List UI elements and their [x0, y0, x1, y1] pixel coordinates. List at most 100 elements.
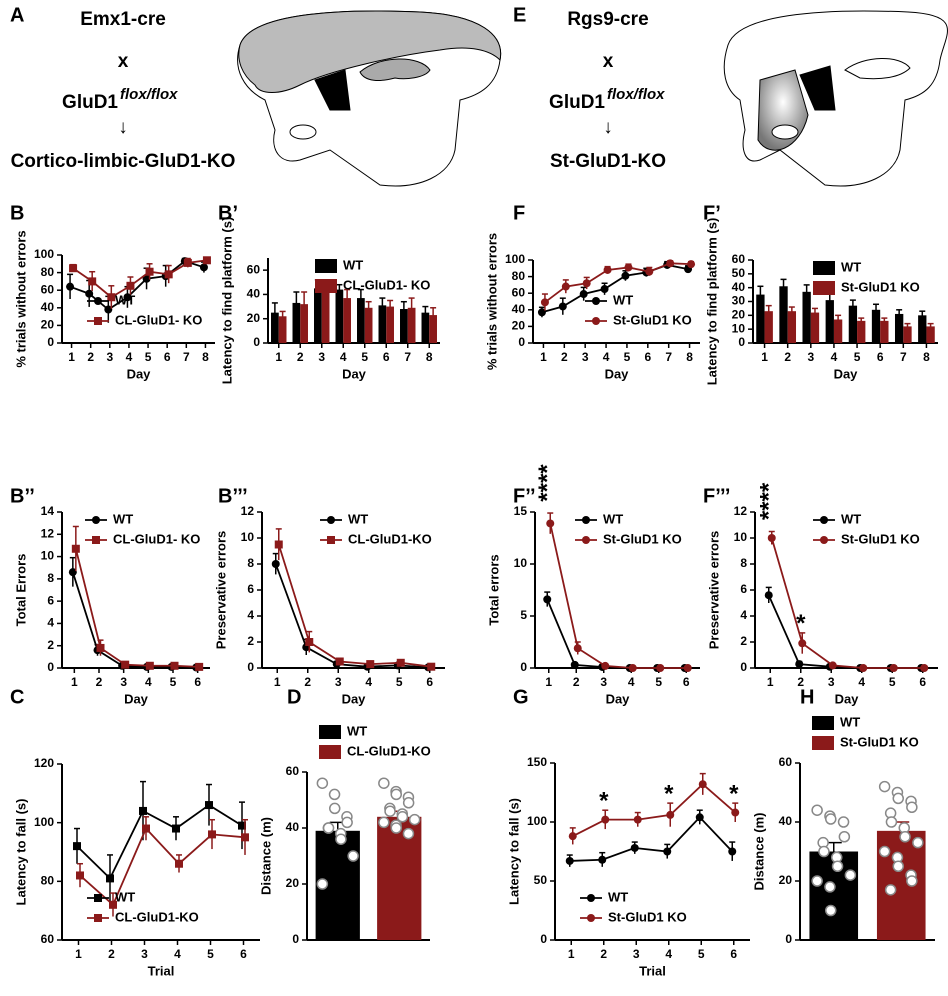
y-tick-label: 60	[779, 755, 793, 769]
marker	[859, 664, 868, 672]
arrow: ↓	[118, 117, 128, 138]
y-tick-label: 14	[41, 504, 55, 518]
legend-label: St-GluD1 KO	[608, 909, 687, 924]
bar	[871, 309, 881, 343]
x-tick-label: 2	[304, 675, 311, 689]
arrow: ↓	[603, 117, 613, 138]
y-tick-label: 10	[732, 321, 746, 335]
bar	[271, 312, 279, 343]
x-axis-label: Day	[127, 366, 152, 381]
x-tick-label: 4	[831, 350, 838, 364]
marker	[767, 534, 776, 542]
x-tick-label: 6	[240, 947, 247, 961]
y-tick-label: 20	[732, 308, 746, 322]
y-tick-label: 12	[734, 504, 748, 518]
x-tick-label: 5	[170, 675, 177, 689]
y-tick-label: 80	[41, 874, 55, 888]
series-line	[770, 537, 925, 669]
panel-letter: C	[10, 686, 24, 708]
y-axis-label: Preservative errors	[706, 531, 721, 650]
bar	[314, 288, 322, 343]
legend-swatch	[812, 716, 834, 730]
y-tick-label: 0	[785, 932, 792, 946]
panel-letter: A	[10, 4, 24, 26]
marker	[238, 821, 246, 830]
y-tick-label: 2	[47, 638, 54, 652]
y-axis-label: Distance (m)	[258, 817, 273, 895]
x-tick-label: 5	[207, 947, 214, 961]
marker	[195, 662, 204, 671]
x-axis-label: Day	[834, 366, 859, 381]
y-axis-label: Latency to fall (s)	[13, 799, 28, 906]
marker	[366, 660, 375, 669]
x-tick-label: 5	[698, 947, 705, 961]
legend-label: WT	[608, 889, 628, 904]
marker	[695, 813, 704, 822]
data-point	[316, 878, 329, 890]
y-axis-label: % trials without errors	[484, 233, 499, 370]
cross: x	[118, 51, 129, 72]
bar	[903, 326, 912, 343]
marker	[327, 516, 335, 524]
marker	[335, 657, 344, 666]
marker	[798, 639, 807, 648]
marker	[666, 259, 675, 268]
data-point	[378, 777, 390, 789]
x-tick-label: 1	[274, 675, 281, 689]
panel-letter: D	[287, 686, 301, 708]
data-point	[825, 904, 837, 917]
panel-letter: F	[513, 202, 525, 224]
y-tick-label: 60	[286, 764, 300, 778]
marker	[582, 536, 590, 544]
marker	[592, 317, 600, 325]
y-tick-label: 15	[514, 504, 528, 518]
legend-label: WT	[347, 723, 367, 738]
x-tick-label: 3	[335, 675, 342, 689]
bar	[386, 306, 394, 343]
marker	[202, 256, 211, 265]
marker	[645, 267, 654, 276]
x-axis-label: Trial	[148, 963, 175, 978]
y-tick-label: 0	[740, 660, 747, 674]
y-tick-label: 5	[520, 608, 527, 622]
x-tick-label: 2	[797, 675, 804, 689]
x-tick-label: 6	[683, 675, 690, 689]
y-tick-label: 0	[47, 660, 54, 674]
x-tick-label: 2	[96, 675, 103, 689]
panel-letter: B’	[218, 202, 238, 224]
x-tick-label: 3	[120, 675, 127, 689]
series-line	[74, 548, 200, 668]
x-tick-label: 4	[603, 350, 610, 364]
y-tick-label: 6	[47, 593, 54, 607]
marker	[164, 270, 173, 279]
panel-letter: B’’’	[218, 485, 248, 507]
marker	[558, 302, 567, 311]
marker	[142, 274, 151, 283]
marker	[66, 282, 75, 291]
legend-label: CL-GluD1-KO	[348, 531, 432, 546]
x-tick-label: 2	[573, 675, 580, 689]
legend-label: St-GluD1 KO	[603, 531, 682, 546]
y-tick-label: 8	[247, 556, 254, 570]
x-tick-label: 6	[383, 350, 390, 364]
significance: *	[729, 780, 739, 807]
y-tick-label: 40	[286, 820, 300, 834]
panel-letter: B	[10, 202, 24, 224]
y-tick-label: 10	[241, 530, 255, 544]
x-tick-label: 6	[644, 350, 651, 364]
marker	[199, 263, 208, 272]
x-tick-label: 1	[68, 350, 75, 364]
data-point	[906, 875, 918, 887]
x-tick-label: 2	[784, 350, 791, 364]
data-point	[347, 850, 359, 862]
series-line	[569, 815, 733, 862]
marker	[582, 516, 590, 524]
x-axis-label: Day	[835, 691, 860, 706]
significance: ****	[534, 464, 561, 502]
marker	[175, 859, 183, 868]
y-axis-label: Total Errors	[13, 554, 28, 627]
series-line	[69, 260, 205, 311]
marker	[327, 536, 335, 544]
y-tick-label: 0	[253, 335, 260, 349]
data-point	[811, 804, 823, 816]
